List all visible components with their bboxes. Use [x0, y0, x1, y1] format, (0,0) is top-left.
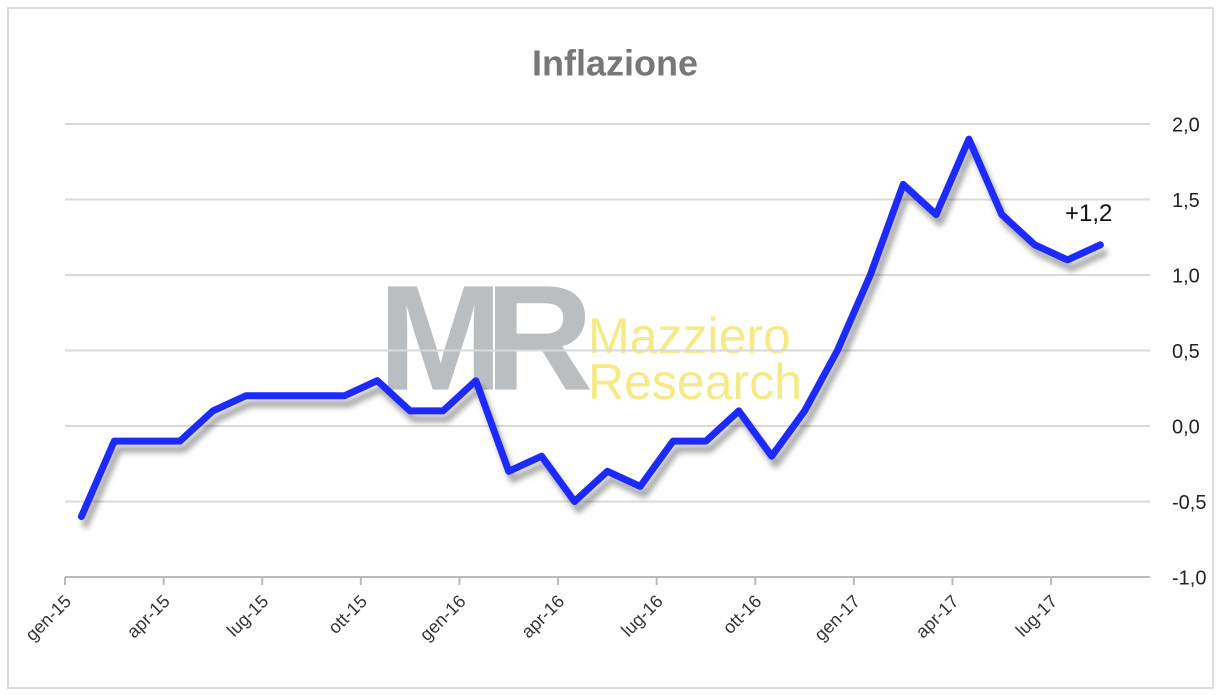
chart-title: Inflazione — [532, 43, 698, 84]
watermark-text: Mazziero — [588, 308, 791, 364]
series-line — [77, 135, 1104, 521]
value-label: +1,2 — [1065, 200, 1112, 227]
y-tick-label: -0,5 — [1172, 492, 1206, 514]
plot: +1,2 — [77, 135, 1112, 521]
y-tick-label: 1,0 — [1172, 265, 1200, 287]
y-tick-label: 0,0 — [1172, 416, 1200, 438]
frame — [7, 7, 1214, 689]
y-tick-label: 0,5 — [1172, 341, 1200, 363]
y-tick-label: -1,0 — [1172, 567, 1206, 589]
y-tick-label: 1,5 — [1172, 190, 1200, 212]
y-tick-label: 2,0 — [1172, 114, 1200, 136]
watermark-text: Research — [588, 354, 802, 410]
watermark-logo: MR — [378, 254, 591, 422]
